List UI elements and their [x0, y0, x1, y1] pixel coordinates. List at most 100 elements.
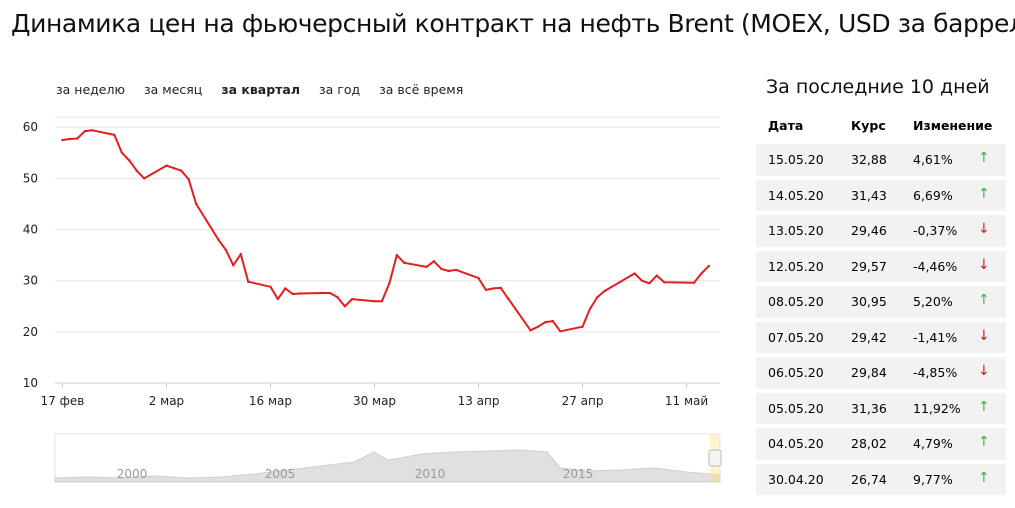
table-row: 08.05.20 30,95 5,20% ↑: [756, 286, 1006, 318]
data-point: [269, 285, 272, 288]
data-point: [239, 252, 242, 256]
row-date: 04.05.20: [768, 436, 824, 451]
table-row: 05.05.20 31,36 11,92% ↑: [756, 392, 1006, 424]
row-change: -4,46%: [913, 258, 958, 274]
x-tick-label: 17 фев: [41, 394, 85, 408]
price-chart[interactable]: 10 20 30 40 50 60 17 фев 2 мар 16 мар 30 мар 13 ап…: [0, 100, 740, 420]
arrow-up-icon: ↑: [978, 185, 990, 202]
data-point: [135, 169, 138, 172]
data-point: [380, 300, 384, 303]
period-week[interactable]: за неделю: [56, 82, 125, 97]
y-tick-label: 50: [23, 171, 38, 185]
data-point: [603, 289, 606, 293]
period-selector: за неделю за месяц за квартал за год за …: [56, 82, 482, 97]
data-point: [276, 297, 280, 301]
y-tick-label: 30: [23, 274, 38, 288]
period-all-time[interactable]: за всё время: [379, 82, 464, 97]
data-point: [551, 319, 554, 323]
data-point: [299, 292, 302, 295]
data-point: [336, 295, 339, 299]
data-point: [217, 238, 220, 241]
table-title: За последние 10 дней: [766, 76, 990, 98]
data-point: [477, 276, 480, 280]
navigator-year-label: 2005: [265, 467, 296, 481]
navigator-year-label: 2010: [415, 467, 446, 481]
table-row: 30.04.20 26,74 9,77% ↑: [756, 463, 1006, 495]
data-point: [596, 295, 599, 299]
data-point: [120, 151, 124, 154]
row-rate: 31,36: [851, 400, 887, 416]
data-point: [224, 248, 228, 252]
row-rate: 29,46: [851, 223, 887, 238]
period-quarter[interactable]: за квартал: [221, 82, 300, 97]
data-point: [232, 264, 235, 267]
table-row: 06.05.20 29,84 -4,85% ↓: [756, 357, 1006, 389]
arrow-up-icon: ↑: [978, 150, 990, 166]
data-point: [113, 133, 116, 137]
navigator-year-label: 2000: [117, 467, 148, 481]
table-row: 12.05.20 29,57 -4,46% ↓: [756, 250, 1006, 282]
period-year[interactable]: за год: [318, 82, 361, 97]
row-date: 05.05.20: [768, 400, 824, 416]
arrow-up-icon: ↑: [978, 292, 990, 308]
table-row: 07.05.20 29,42 -1,41% ↓: [756, 321, 1006, 353]
row-rate: 29,57: [851, 258, 887, 274]
range-navigator[interactable]: 2000 2005 2010 2015: [0, 432, 740, 488]
data-point: [187, 178, 190, 181]
y-tick-label: 20: [23, 325, 38, 339]
row-change: 6,69%: [913, 187, 953, 203]
row-date: 06.05.20: [768, 365, 824, 380]
data-point: [343, 305, 346, 308]
arrow-down-icon: ↓: [978, 363, 990, 379]
data-point: [291, 292, 294, 296]
row-rate: 31,43: [851, 187, 887, 203]
x-tick-label: 13 апр: [458, 394, 500, 408]
data-point: [507, 297, 510, 300]
data-point: [447, 269, 450, 273]
row-change: -1,41%: [913, 329, 958, 345]
data-point: [284, 287, 287, 290]
data-point: [692, 281, 696, 284]
price-line: [62, 129, 710, 333]
data-point: [648, 282, 651, 285]
x-tick-label: 2 мар: [149, 394, 184, 408]
navigator-year-label: 2015: [563, 467, 594, 481]
data-point: [640, 279, 644, 282]
x-tick-label: 27 апр: [562, 394, 604, 408]
row-date: 30.04.20: [768, 471, 824, 487]
row-date: 14.05.20: [768, 187, 824, 203]
header-rate: Курс: [851, 118, 886, 133]
data-point: [529, 329, 532, 332]
navigator-handle[interactable]: [708, 449, 722, 467]
row-rate: 32,88: [851, 152, 887, 167]
row-rate: 29,42: [851, 329, 887, 345]
data-point: [76, 137, 79, 140]
row-date: 07.05.20: [768, 329, 824, 345]
data-point: [536, 325, 540, 328]
data-point: [425, 265, 428, 269]
data-point: [91, 129, 94, 132]
row-date: 12.05.20: [768, 258, 824, 274]
row-date: 13.05.20: [768, 223, 824, 238]
data-point: [633, 272, 636, 275]
row-rate: 29,84: [851, 365, 887, 380]
data-point: [655, 274, 658, 277]
table-row: 13.05.20 29,46 -0,37% ↓: [756, 215, 1006, 247]
data-point: [432, 260, 436, 263]
header-change: Изменение: [913, 118, 993, 133]
period-month[interactable]: за месяц: [144, 82, 203, 97]
navigator-area: [54, 449, 721, 483]
y-tick-label: 40: [23, 223, 38, 237]
row-change: 4,79%: [913, 436, 953, 451]
data-point: [351, 297, 354, 301]
table-row: 15.05.20 32,88 4,61% ↑: [756, 144, 1006, 176]
row-change: 9,77%: [913, 471, 953, 487]
data-point: [455, 268, 458, 272]
data-point: [544, 320, 547, 324]
data-point: [328, 291, 332, 295]
row-date: 15.05.20: [768, 152, 824, 167]
data-point: [499, 286, 502, 290]
data-point: [68, 137, 72, 141]
data-point: [663, 281, 666, 284]
table-row: 04.05.20 28,02 4,79% ↑: [756, 428, 1006, 460]
